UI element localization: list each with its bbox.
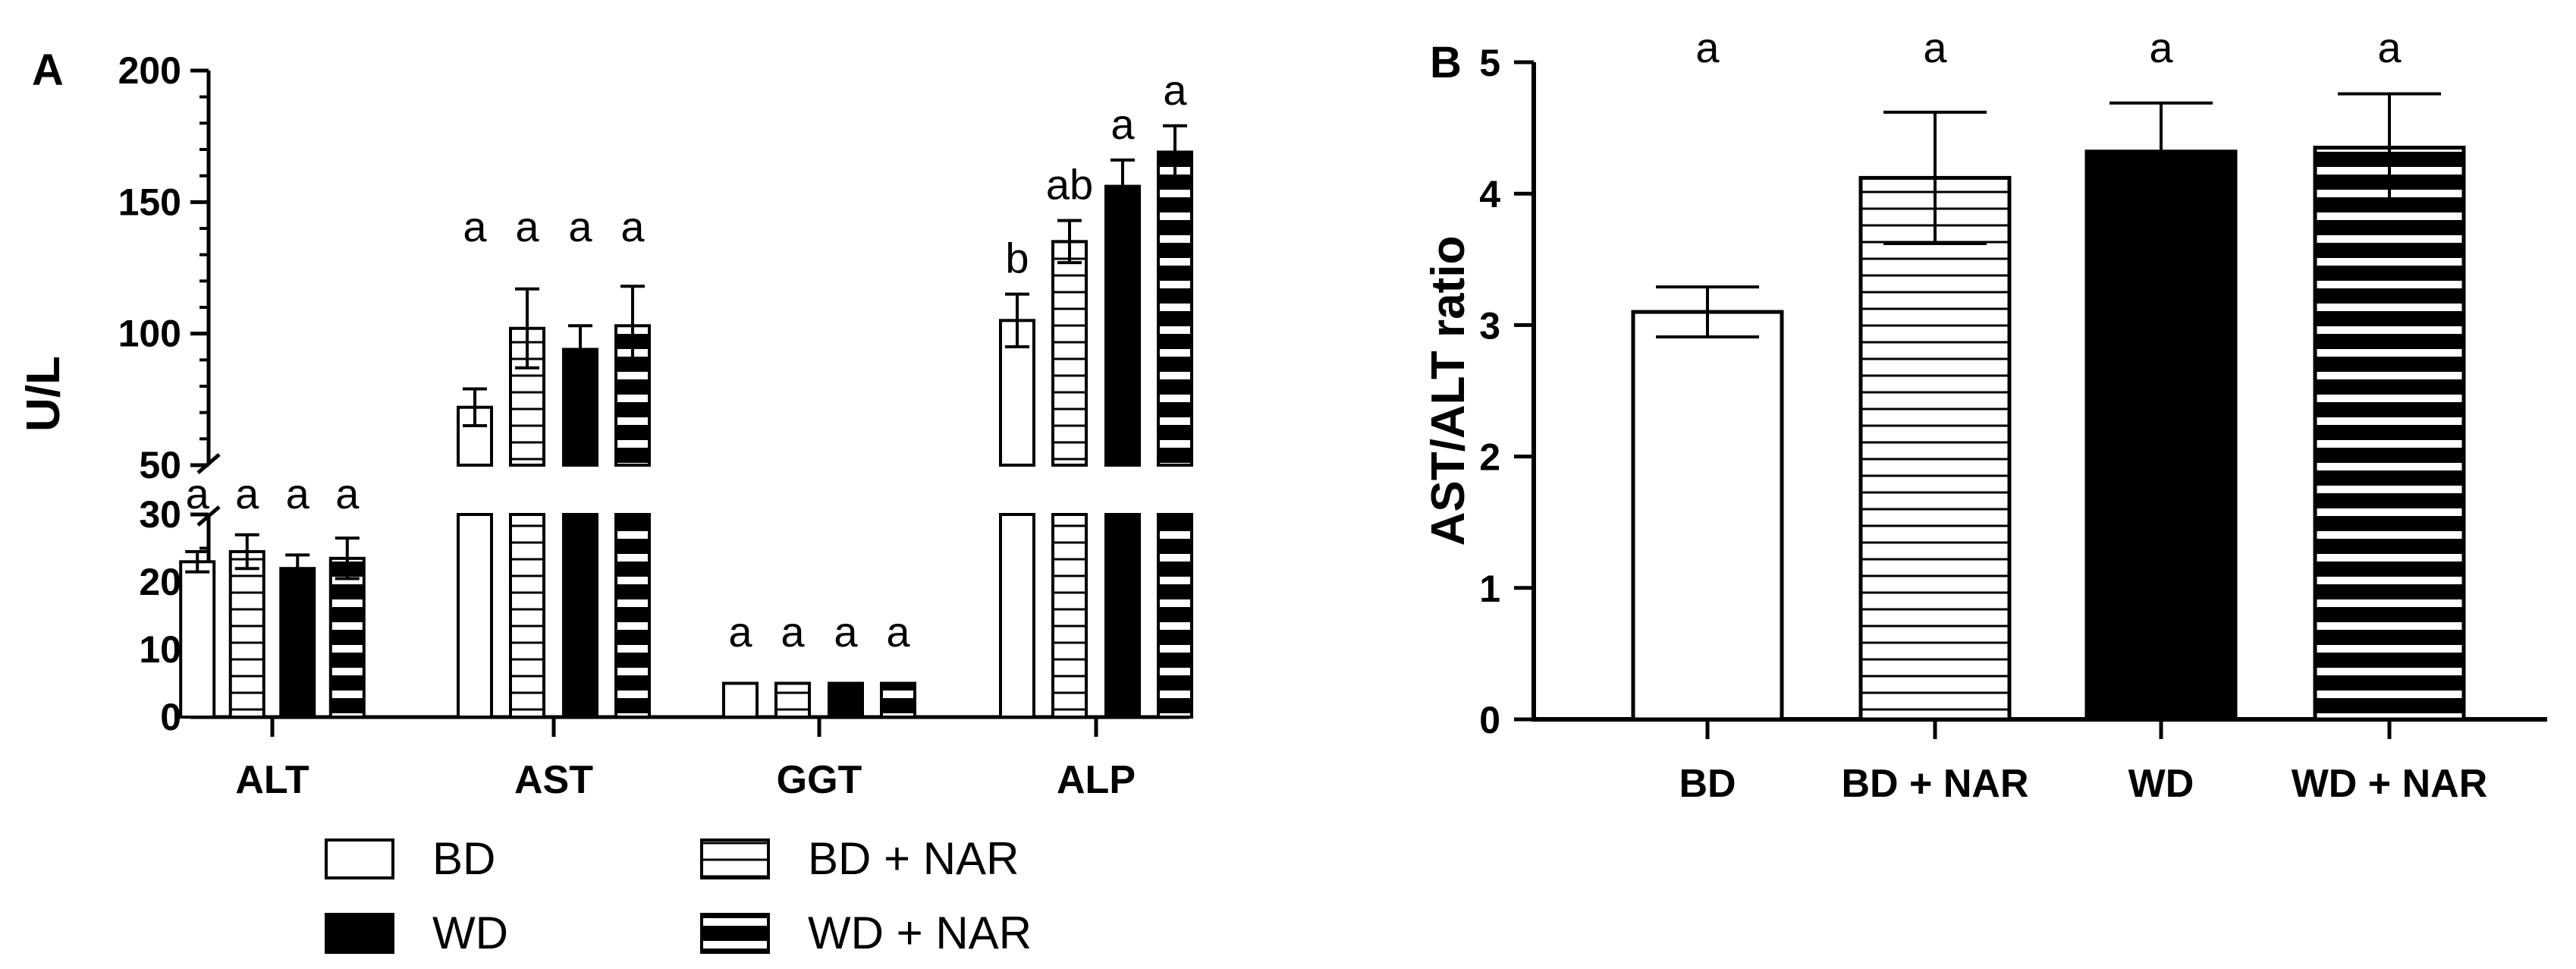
significance-letter: a (1923, 24, 1947, 71)
significance-letter: a (515, 203, 539, 250)
panel-a-label: A (32, 46, 64, 95)
legend-label-bd-nar: BD + NAR (808, 833, 1019, 884)
y-tick-label: 0 (1479, 699, 1500, 741)
bar-ast-wd-lower (562, 513, 598, 719)
significance-letter: b (1005, 234, 1029, 282)
bar-alp-wd-upper (1104, 184, 1141, 467)
bar-wd (2084, 149, 2238, 722)
y-tick-label: 2 (1479, 436, 1500, 479)
x-category-label: WD + NAR (2292, 762, 2488, 806)
x-category-label: AST (514, 758, 593, 802)
y-tick-label: 200 (118, 49, 181, 92)
y-tick-label: 150 (118, 181, 181, 223)
significance-letter: a (463, 203, 487, 250)
y-tick-label: 30 (139, 493, 181, 536)
y-tick-label: 3 (1479, 304, 1500, 347)
bar-ast-wd-nar-lower (614, 513, 651, 719)
y-tick-label: 100 (118, 313, 181, 355)
significance-letter: a (1695, 24, 1720, 71)
bar-alt-bd (179, 560, 216, 719)
legend-swatch-bd-nar (700, 838, 770, 879)
panel-b-label: B (1430, 38, 1462, 87)
bar-alp-bd-lower (999, 513, 1035, 719)
significance-letter: a (728, 608, 752, 656)
bar-alp-wd-lower (1104, 513, 1141, 719)
y-tick-label: 1 (1479, 568, 1500, 610)
panel-a-axes: 50 100 150 200 0 10 20 30 U/L ALT AST GGT ALP (17, 49, 1189, 802)
significance-letter: a (620, 203, 645, 250)
bar-ggt-wd (828, 681, 864, 719)
x-category-label: BD + NAR (1841, 762, 2028, 806)
legend-label-wd: WD (432, 908, 508, 958)
x-category-label: GGT (777, 758, 862, 802)
x-category-label: ALP (1057, 758, 1136, 802)
significance-letter: a (834, 608, 858, 656)
bar-ast-bd-nar-lower (509, 513, 545, 719)
bar-alp-wd-nar-lower (1157, 513, 1193, 719)
y-axis-label: U/L (17, 356, 70, 432)
bar-ggt-bd (722, 681, 759, 719)
y-tick-label: 50 (139, 444, 181, 486)
y-axis-label: AST/ALT ratio (1422, 236, 1475, 546)
x-category-label: ALT (235, 758, 309, 802)
bar-ggt-bd-nar (774, 681, 811, 719)
bar-ggt-wd-nar (880, 681, 916, 719)
y-tick-label: 5 (1479, 42, 1500, 84)
significance-letter: a (781, 608, 805, 656)
significance-letter: a (335, 470, 360, 518)
bar-alt-wd (279, 567, 316, 719)
significance-letter: a (235, 470, 259, 518)
legend-swatch-bd (325, 838, 394, 879)
bar-alp-bd-nar-lower (1051, 513, 1088, 719)
significance-letter: ab (1046, 161, 1093, 209)
bar-alt-wd-nar (328, 556, 366, 719)
significance-letter: a (286, 470, 310, 518)
bar-bd-nar (1858, 175, 2012, 722)
panel-b-axes: 0 1 2 3 4 5 AST/ALT ratio BD BD + NAR WD WD + NAR (1422, 42, 2547, 806)
legend-label-bd: BD (432, 833, 495, 884)
bar-wd-nar (2313, 146, 2466, 722)
significance-letter: a (186, 470, 210, 518)
legend-swatch-wd (325, 913, 394, 954)
legend-label-wd-nar: WD + NAR (808, 908, 1032, 958)
x-category-label: BD (1679, 762, 1736, 806)
significance-letter: a (886, 608, 910, 656)
significance-letter: a (568, 203, 592, 250)
significance-letter: a (2377, 24, 2402, 71)
panel-a-legend: BD BD + NAR WD WD + NAR (325, 833, 1032, 958)
significance-letter: a (1163, 66, 1187, 114)
y-tick-label: 0 (160, 696, 181, 738)
x-category-label: WD (2128, 762, 2194, 806)
bar-alp-wd-nar-upper (1157, 150, 1193, 467)
bar-bd (1631, 310, 1784, 722)
y-tick-label: 4 (1479, 173, 1500, 216)
significance-letter: a (2149, 24, 2173, 71)
bar-alt-bd-nar (228, 549, 265, 719)
bar-ast-bd-lower (457, 513, 493, 719)
legend-swatch-wd-nar (700, 913, 770, 954)
bar-alp-bd-nar-upper (1051, 240, 1088, 467)
y-tick-label: 10 (139, 628, 181, 671)
y-tick-label: 20 (139, 561, 181, 603)
significance-letter: a (1111, 100, 1135, 148)
